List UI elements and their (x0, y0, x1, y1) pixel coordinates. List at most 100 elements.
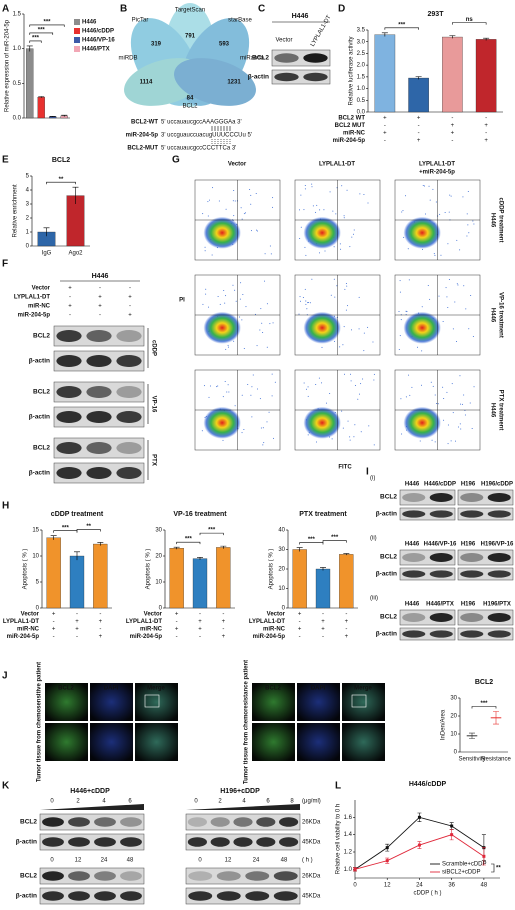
flow-event (350, 373, 352, 375)
flow-event (342, 344, 344, 346)
y-tick-label: 30 (450, 696, 457, 702)
error-bar (43, 227, 50, 237)
point (417, 843, 421, 847)
flow-event (335, 213, 337, 215)
unit: (μg/ml) (302, 799, 321, 805)
flow-event (407, 248, 409, 250)
row-label: BCL2 (380, 614, 397, 621)
flow-event (372, 341, 374, 343)
lane-label: H196/VP-16 (481, 542, 514, 548)
point (353, 867, 357, 871)
lane-label: 24 (101, 858, 108, 864)
condition-name: Vector (21, 612, 40, 618)
flow-event (306, 308, 308, 310)
condition-sign: - (418, 131, 420, 137)
stain-label: DAPI (104, 686, 119, 692)
flow-event (450, 440, 452, 442)
band (56, 442, 82, 454)
condition-sign: - (299, 634, 301, 640)
condition-name: miR-NC (343, 131, 366, 137)
flow-event (241, 394, 243, 396)
condition-name: miR-204-5p (333, 138, 366, 144)
bar (69, 555, 85, 609)
condition-sign: + (383, 131, 387, 137)
stain-label: BCL2 (58, 686, 74, 692)
if-image (342, 723, 385, 761)
condition-sign: - (485, 116, 487, 122)
flow-event (373, 444, 375, 446)
y-tick-label: 4 (26, 188, 30, 194)
condition-sign: - (199, 612, 201, 618)
sublabel: (iii) (370, 596, 378, 602)
panel-label: H (2, 501, 9, 512)
band (94, 837, 116, 847)
lane-label: 12 (225, 858, 232, 864)
condition-sign: - (384, 123, 386, 129)
y-tick-label: 2.0 (357, 63, 366, 69)
flow-event (401, 211, 403, 213)
band (120, 817, 142, 827)
flow-event (350, 329, 352, 331)
band (187, 817, 207, 827)
y-tick-label: 3.0 (357, 39, 366, 45)
venn-set-label: miRanda (240, 56, 265, 62)
flow-event (212, 187, 214, 189)
flow-event (345, 283, 347, 285)
band (460, 630, 484, 638)
band (487, 630, 511, 638)
flow-event (466, 235, 468, 237)
flow-density (403, 406, 441, 439)
flow-event (298, 313, 300, 315)
chart-title: BCL2 (52, 157, 70, 164)
flow-event (209, 385, 211, 387)
band (273, 871, 298, 881)
flow-event (363, 332, 365, 334)
flow-event (467, 191, 469, 193)
lane-label: H446/PTX (426, 602, 454, 608)
band (86, 330, 112, 342)
condition-sign: - (322, 634, 324, 640)
panel-label: C (258, 4, 265, 15)
error-bar (296, 547, 303, 552)
flow-event (232, 284, 234, 286)
flow-density (303, 216, 341, 249)
condition-sign: + (128, 295, 132, 301)
flow-event (423, 185, 425, 187)
y-tick-label: 10 (278, 586, 285, 592)
band (402, 630, 426, 638)
flow-event (352, 233, 354, 235)
flow-event (241, 432, 243, 434)
legend-swatch (74, 28, 80, 34)
sublabel: (i) (370, 476, 375, 482)
flow-event (307, 386, 309, 388)
y-axis-label: InDen/Area (441, 709, 447, 740)
if-image (90, 723, 133, 761)
venn-set-label: starBase (228, 18, 252, 24)
y-tick-label: 0 (454, 750, 458, 756)
y-tick-label: 1.5 (357, 74, 366, 80)
band (187, 837, 207, 847)
flow-event (447, 443, 449, 445)
band (42, 817, 64, 827)
flow-event (269, 323, 271, 325)
flow-event (429, 199, 431, 201)
flow-event (435, 201, 437, 203)
row-label: β-actin (16, 839, 37, 846)
y-tick-label: 10 (450, 732, 457, 738)
band (245, 871, 270, 881)
band (233, 837, 253, 847)
flow-event (347, 305, 349, 307)
flow-event (247, 384, 249, 386)
flow-event (449, 194, 451, 196)
row-label: BCL2 (380, 494, 397, 501)
bar (374, 34, 396, 113)
error-bar (72, 186, 79, 204)
error-bar (493, 711, 499, 725)
condition-sign: - (451, 116, 453, 122)
flow-event (262, 427, 264, 429)
legend-swatch (74, 19, 80, 25)
band (460, 510, 484, 518)
sequence: 3' uccguauccuacugUUUCCCUu 5' (161, 133, 252, 139)
flow-event (318, 377, 320, 379)
band (402, 570, 426, 578)
